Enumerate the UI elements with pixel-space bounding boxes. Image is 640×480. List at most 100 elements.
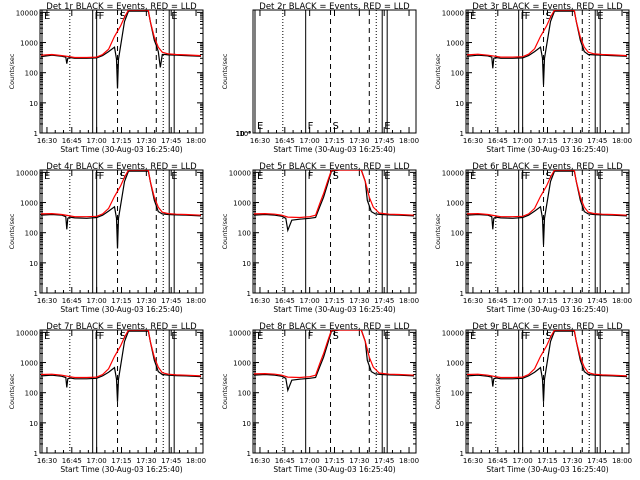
lld-series-line [253, 330, 415, 379]
x-tick-label: 16:30 [250, 137, 270, 145]
x-tick-label: 16:45 [488, 137, 508, 145]
y-tick-label: 1000 [20, 40, 38, 48]
x-tick-label: 17:45 [161, 297, 181, 305]
events-series-line [40, 170, 202, 249]
series-group [253, 330, 415, 393]
events-series-line [253, 170, 415, 233]
x-tick-label: 16:45 [275, 137, 295, 145]
y-tick-label: 100 [238, 230, 251, 238]
plot-frame [39, 169, 204, 294]
events-series-line [253, 330, 415, 393]
x-axis-label: Start Time (30-Aug-03 16:25:40) [273, 305, 395, 314]
x-tick-label: 17:15 [111, 457, 131, 465]
y-tick-label: 1000 [20, 360, 38, 368]
x-axis-label: Start Time (30-Aug-03 16:25:40) [60, 305, 182, 314]
x-tick-label: 16:30 [463, 137, 483, 145]
time-marker-label: F [95, 171, 101, 182]
chart-title: Det 3r BLACK = Events, RED = LLD [472, 2, 623, 12]
x-tick-label: 17:45 [161, 457, 181, 465]
x-tick-label: 16:45 [488, 297, 508, 305]
x-tick-label: 17:30 [136, 457, 156, 465]
y-tick-label: 100 [451, 70, 464, 78]
events-series-line [466, 10, 628, 85]
x-tick-label: 17:30 [136, 297, 156, 305]
x-tick-label: 18:00 [399, 297, 419, 305]
series-group [40, 170, 202, 249]
x-tick-label: 18:00 [186, 137, 206, 145]
x-tick-label: 16:30 [250, 457, 270, 465]
y-tick-label: 1000 [233, 360, 251, 368]
chart-title: Det 4r BLACK = Events, RED = LLD [46, 162, 197, 172]
x-tick-label: 17:15 [111, 297, 131, 305]
y-tick-label: 1000 [233, 200, 251, 208]
y-tick-label: 10 [455, 260, 464, 268]
chart-panel-4: Det 4r BLACK = Events, RED = LLD 1 10 100 10… [8, 162, 206, 314]
plot-frame [465, 9, 630, 134]
x-tick-label: 18:00 [612, 137, 632, 145]
x-tick-label: 17:00 [300, 457, 320, 465]
time-marker-label: F [525, 11, 531, 22]
chart-panel-2: Det 2r BLACK = Events, RED = LLD10⁰10⁻¹1… [221, 2, 419, 154]
x-tick-label: 18:00 [186, 457, 206, 465]
chart-title: Det 2r BLACK = Events, RED = LLD [259, 2, 410, 12]
y-axis-label: Counts/sec [221, 53, 229, 89]
chart-title: Det 6r BLACK = Events, RED = LLD [472, 162, 623, 172]
x-tick-label: 17:45 [587, 297, 607, 305]
y-tick-label: 10⁻¹ [236, 130, 252, 138]
x-tick-label: 17:15 [537, 137, 557, 145]
x-tick-label: 17:15 [324, 297, 344, 305]
x-tick-label: 16:45 [275, 297, 295, 305]
plot-frame [252, 329, 417, 454]
y-tick-label: 1000 [446, 40, 464, 48]
x-tick-label: 17:00 [300, 297, 320, 305]
chart-panel-1: Det 1r BLACK = Events, RED = LLD 1 10 100 10… [8, 2, 206, 154]
y-tick-label: 10000 [229, 169, 251, 177]
x-tick-label: 17:45 [374, 457, 394, 465]
y-tick-label: 10000 [442, 329, 464, 337]
y-tick-label: 10000 [16, 169, 38, 177]
x-tick-label: 17:00 [513, 137, 533, 145]
y-tick-label: 10⁻² [236, 130, 252, 138]
x-tick-label: 16:30 [37, 297, 57, 305]
y-axis-label: Counts/sec [434, 53, 442, 89]
x-tick-label: 16:45 [488, 457, 508, 465]
time-marker-label: F [95, 331, 101, 342]
x-tick-label: 17:15 [537, 297, 557, 305]
x-tick-label: 18:00 [612, 297, 632, 305]
chart-title: Det 1r BLACK = Events, RED = LLD [46, 2, 197, 12]
x-axis-label: Start Time (30-Aug-03 16:25:40) [486, 145, 608, 154]
x-tick-label: 17:00 [87, 137, 107, 145]
x-tick-label: 18:00 [399, 457, 419, 465]
x-tick-label: 17:45 [374, 137, 394, 145]
x-axis-label: Start Time (30-Aug-03 16:25:40) [486, 305, 608, 314]
x-tick-label: 18:00 [186, 297, 206, 305]
series-group [40, 330, 202, 402]
lld-series-line [40, 330, 202, 379]
y-axis-label: Counts/sec [8, 213, 16, 249]
time-marker-label: E [470, 171, 476, 182]
time-marker-label: F [99, 331, 105, 342]
y-tick-label: 1 [34, 290, 38, 298]
lld-series-line [466, 330, 628, 379]
chart-panel-9: Det 9r BLACK = Events, RED = LLD 1 10 100 10… [434, 322, 632, 474]
time-marker-label: S [333, 121, 339, 132]
time-marker-label: F [525, 171, 531, 182]
x-tick-label: 17:15 [324, 457, 344, 465]
time-marker-label: E [257, 121, 263, 132]
chart-panel-7: Det 7r BLACK = Events, RED = LLD 1 10 100 10… [8, 322, 206, 474]
y-tick-label: 10⁻⁴ [236, 130, 252, 138]
x-tick-label: 17:45 [374, 297, 394, 305]
x-tick-label: 17:15 [111, 137, 131, 145]
plot-frame [252, 9, 417, 134]
x-axis-label: Start Time (30-Aug-03 16:25:40) [273, 145, 395, 154]
series-group [466, 10, 628, 85]
y-tick-label: 100 [25, 230, 38, 238]
x-tick-label: 17:15 [537, 457, 557, 465]
chart-title: Det 8r BLACK = Events, RED = LLD [259, 322, 410, 332]
y-tick-label: 100 [451, 230, 464, 238]
events-series-line [466, 330, 628, 402]
plot-frame [465, 329, 630, 454]
x-tick-label: 16:45 [275, 457, 295, 465]
time-marker-label: F [308, 171, 314, 182]
